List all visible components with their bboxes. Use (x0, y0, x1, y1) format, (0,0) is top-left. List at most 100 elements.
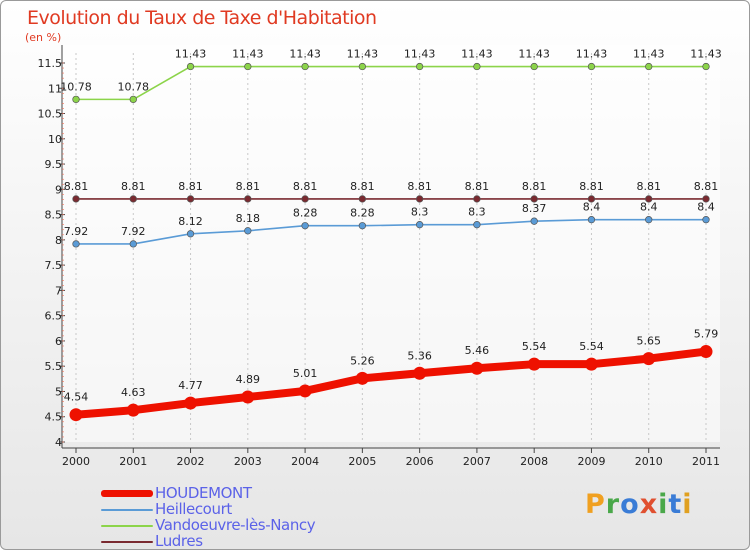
data-label: 8.81 (522, 180, 547, 193)
x-tick-label: 2002 (177, 455, 205, 468)
data-label: 8.28 (350, 207, 375, 220)
data-point (184, 396, 198, 410)
x-tick-label: 2011 (692, 455, 720, 468)
data-label: 11.43 (232, 48, 264, 61)
data-point (72, 240, 80, 248)
legend-label-vandoeuvre: Vandoeuvre-lès-Nancy (155, 516, 316, 534)
y-tick-label: 8.5 (45, 209, 63, 222)
data-label: 10.78 (118, 80, 150, 93)
x-tick-label: 2004 (291, 455, 319, 468)
y-tick-label: 11 (48, 82, 62, 95)
legend-swatch-houdemont (101, 490, 153, 497)
data-label: 11.43 (175, 48, 207, 61)
x-tick-label: 2007 (463, 455, 491, 468)
y-unit-label: (en %) (25, 31, 62, 44)
data-point (244, 195, 252, 203)
y-tick-label: 10.5 (38, 108, 63, 121)
data-point (186, 230, 195, 238)
data-point (415, 195, 424, 203)
data-label: 8.81 (636, 180, 661, 193)
data-label: 8.81 (178, 180, 203, 193)
data-label: 11.43 (404, 48, 436, 61)
data-point (473, 195, 481, 203)
data-point (702, 216, 710, 224)
y-tick-label: 7.5 (45, 259, 63, 272)
data-label: 8.81 (350, 180, 375, 193)
data-point (413, 366, 427, 380)
data-label: 11.43 (347, 48, 379, 61)
data-label: 4.54 (64, 391, 89, 404)
data-label: 5.79 (694, 328, 719, 341)
data-point (298, 384, 312, 398)
data-point (645, 195, 653, 203)
data-point (645, 62, 653, 71)
data-label: 8.3 (411, 206, 429, 219)
data-point (530, 195, 538, 203)
data-label: 7.92 (64, 225, 89, 238)
data-label: 11.43 (518, 48, 550, 61)
data-label: 8.18 (236, 212, 261, 225)
x-tick-label: 2000 (62, 455, 90, 468)
legend-swatch-vandoeuvre (101, 525, 153, 527)
data-point (241, 390, 255, 404)
series-line-houdemont (72, 347, 710, 419)
chart-title: Evolution du Taux de Taxe d'Habitation (27, 7, 377, 29)
data-label: 11.43 (461, 48, 493, 61)
data-point (702, 62, 710, 71)
data-point (415, 62, 424, 71)
data-label: 4.89 (236, 373, 261, 386)
series-line-vandoeuvre-l-s-nancy (75, 65, 707, 101)
data-label: 10.78 (60, 80, 92, 93)
data-label: 8.12 (178, 215, 203, 228)
data-point (530, 217, 538, 225)
y-tick-label: 4 (55, 436, 62, 449)
data-label: 11.43 (289, 48, 321, 61)
data-point (587, 216, 596, 224)
data-label: 8.81 (694, 180, 719, 193)
data-point (244, 62, 252, 71)
data-label: 11.43 (576, 48, 608, 61)
data-point (530, 62, 538, 71)
legend-label-ludres: Ludres (155, 532, 203, 550)
data-label: 11.43 (690, 48, 722, 61)
data-label: 4.63 (121, 386, 146, 399)
data-label: 8.81 (465, 180, 490, 193)
x-tick-label: 2010 (635, 455, 663, 468)
data-label: 8.4 (583, 201, 601, 214)
y-tick-label: 7 (55, 284, 62, 297)
data-point (527, 357, 541, 371)
data-point (473, 62, 481, 71)
data-point (642, 352, 656, 366)
data-label: 4.77 (178, 379, 203, 392)
data-label: 8.81 (64, 180, 89, 193)
data-label: 5.65 (636, 335, 661, 348)
x-tick-label: 2001 (119, 455, 147, 468)
data-point (129, 195, 137, 203)
legend-swatch-ludres (101, 541, 153, 543)
proxiti-logo: Proxiti (585, 489, 693, 520)
plot-area (62, 45, 720, 442)
series-line-heillecourt (75, 218, 707, 245)
data-point (301, 195, 309, 203)
data-point (358, 222, 367, 230)
data-point (129, 240, 137, 248)
y-tick-label: 10 (48, 133, 62, 146)
data-point (186, 62, 195, 71)
data-point (358, 195, 367, 203)
data-point (584, 357, 598, 371)
data-label: 11.43 (633, 48, 665, 61)
data-label: 8.28 (293, 207, 318, 220)
data-label: 8.4 (697, 201, 715, 214)
data-label: 8.81 (293, 180, 318, 193)
data-label: 5.54 (522, 340, 547, 353)
data-label: 8.81 (121, 180, 146, 193)
data-point (186, 195, 195, 203)
data-point (587, 62, 596, 71)
y-tick-label: 6 (55, 335, 62, 348)
data-label: 5.01 (293, 367, 318, 380)
y-tick-label: 4.5 (45, 411, 63, 424)
y-tick-label: 8 (55, 234, 62, 247)
data-point (355, 371, 369, 385)
